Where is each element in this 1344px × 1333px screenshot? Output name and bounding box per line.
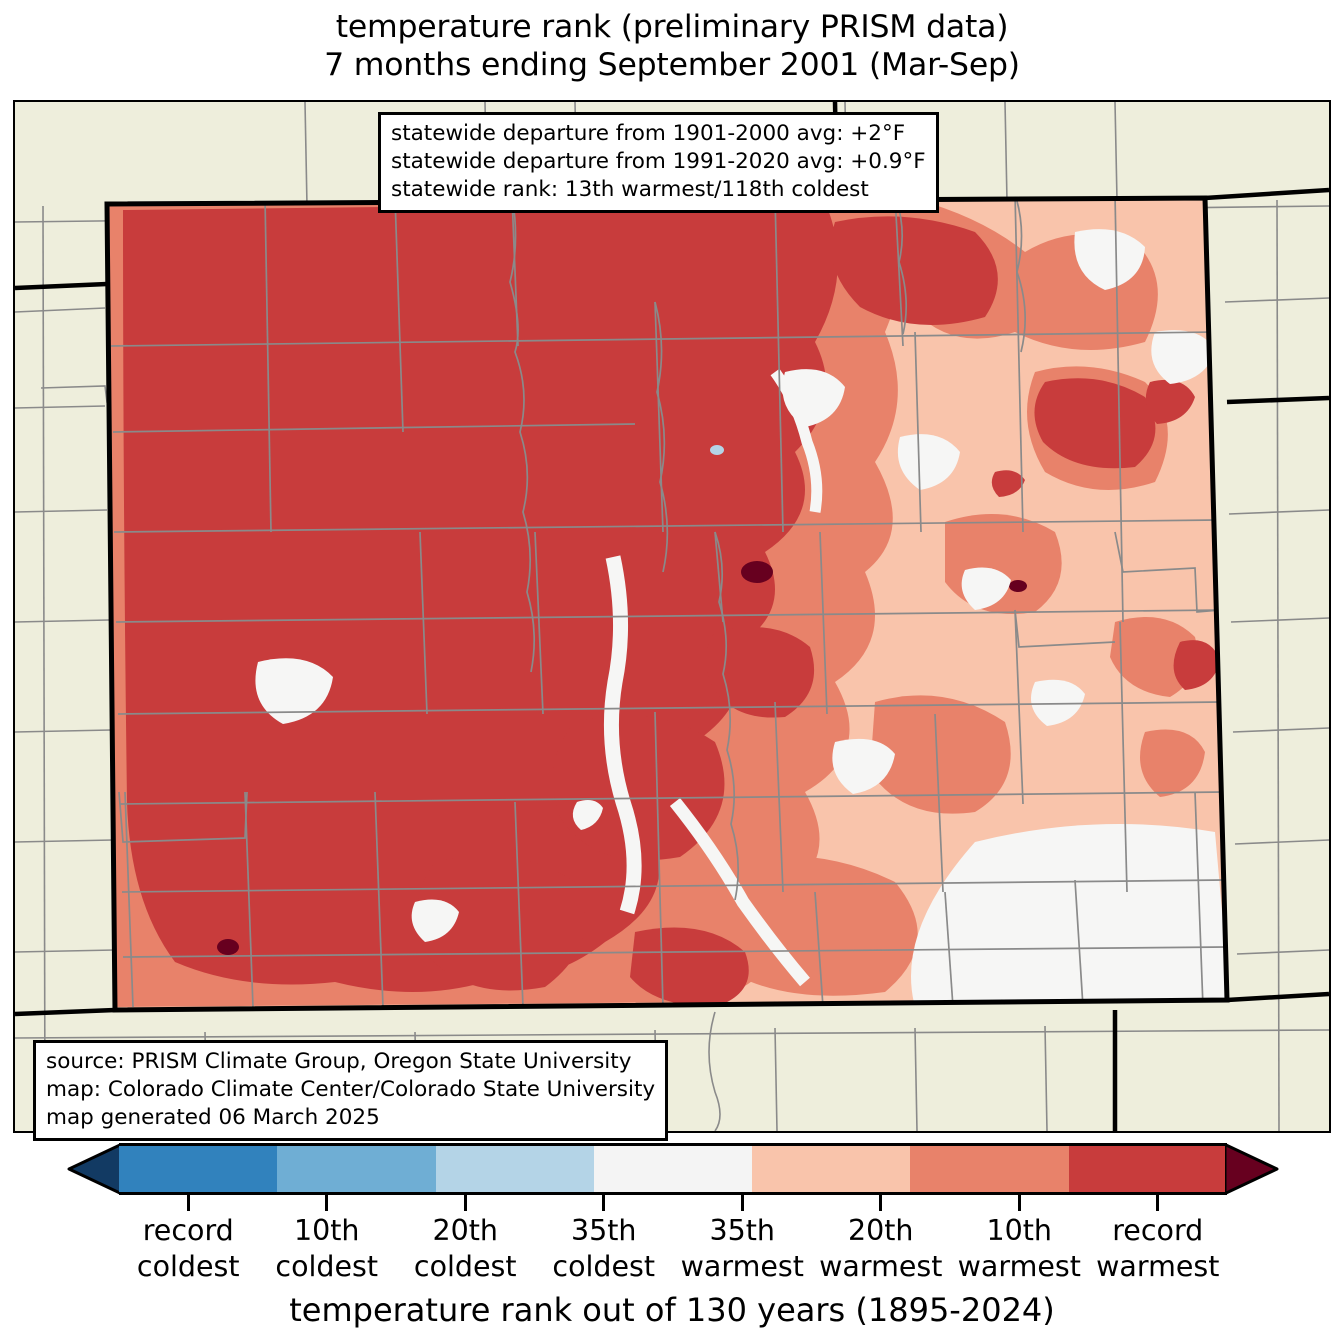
colorbar-cap-record-warmest — [1225, 1143, 1279, 1195]
contour-band-middle-patch-d — [1151, 330, 1215, 384]
temperature-rank-contours — [107, 198, 1227, 1010]
contour-band-35th-coldest-speck — [710, 445, 724, 455]
stats-line-2: statewide departure from 1991-2020 avg: … — [391, 148, 926, 174]
contour-band-10th-warmest-patch-g — [1173, 640, 1220, 690]
contour-band-middle-valley-c — [770, 368, 823, 513]
colorbar-label-35th-coldest: 35th coldest — [514, 1213, 694, 1286]
colorbar-graphic — [67, 1143, 1279, 1195]
colorbar-band-20th-to-35th-coldest — [435, 1146, 594, 1192]
colorbar-label-direction: coldest — [413, 1250, 517, 1284]
map-frame — [13, 100, 1331, 1133]
contour-band-record-warmest-b — [1009, 580, 1027, 592]
source-line-3: map generated 06 March 2025 — [46, 1104, 380, 1130]
contour-band-20th-warmest-patch-d — [697, 855, 918, 996]
colorbar-label-direction: warmest — [957, 1250, 1081, 1284]
colorbar-tick-0 — [186, 1195, 190, 1211]
colorbar-tick-1 — [325, 1195, 329, 1211]
source-line-1: source: PRISM Climate Group, Oregon Stat… — [46, 1049, 632, 1074]
colorbar-label-rank: 10th — [293, 1214, 360, 1247]
colorbar-bands — [119, 1143, 1227, 1195]
colorbar-tick-2 — [463, 1195, 467, 1211]
contour-band-20th-warmest-patch-f — [1140, 729, 1205, 797]
contour-band-10th-warmest-patch-c — [706, 627, 815, 718]
colorbar-label-direction: warmest — [680, 1250, 804, 1284]
source-credit-box: source: PRISM Climate Group, Oregon Stat… — [33, 1040, 669, 1141]
contour-band-record-warmest-a — [741, 561, 773, 583]
contour-band-20th-warmest-patch-b — [945, 514, 1062, 614]
contour-band-middle-patch-e — [961, 567, 1011, 610]
colorado-temperature-rank-map — [15, 102, 1329, 1131]
colorbar-band-20th-to-10th-warmest — [910, 1146, 1069, 1192]
colorbar-label-record-coldest: record coldest — [98, 1213, 278, 1286]
colorbar-label-direction: warmest — [819, 1250, 943, 1284]
colorado-county-lines — [110, 198, 1227, 1008]
contour-band-10th-warmest-patch-d — [552, 715, 725, 861]
colorbar-tick-labels: record coldest 10th coldest 20th coldest 35th c… — [0, 1213, 1344, 1289]
colorbar-tick-4 — [740, 1195, 744, 1211]
contour-band-10th-warmest-patch-h — [1145, 379, 1195, 424]
contour-band-record-warmest-c — [217, 939, 239, 955]
colorbar-caption: temperature rank out of 130 years (1895-… — [289, 1291, 1055, 1329]
contour-band-middle-valley-a — [603, 555, 642, 915]
colorbar-band-10th-warmest-to-record — [1068, 1146, 1227, 1192]
contour-band-middle-patch-h — [255, 658, 333, 724]
colorbar-label-20th-warmest: 20th warmest — [791, 1213, 971, 1286]
colorbar-label-rank: record — [142, 1214, 234, 1247]
colorbar-cap-record-coldest — [67, 1143, 121, 1195]
colorbar-label-direction: warmest — [1096, 1250, 1220, 1284]
colorbar-label-10th-warmest: 10th warmest — [929, 1213, 1109, 1286]
page-title: temperature rank (preliminary PRISM data… — [0, 8, 1344, 85]
stats-line-3: statewide rank: 13th warmest/118th colde… — [391, 176, 869, 202]
title-line-1: temperature rank (preliminary PRISM data… — [335, 9, 1009, 45]
statewide-stats-box: statewide departure from 1901-2000 avg: … — [378, 112, 939, 213]
contour-band-10th-warmest-patch-f — [630, 927, 749, 1007]
contour-band-20th-warmest-patch-c — [870, 695, 1011, 814]
title-line-2: 7 months ending September 2001 (Mar-Sep) — [324, 47, 1020, 84]
colorbar-band-record-to-10th-coldest — [119, 1146, 278, 1192]
colorbar-label-direction: coldest — [136, 1250, 240, 1284]
colorbar-tick-6 — [1017, 1195, 1021, 1211]
colorbar-band-35th-to-20th-warmest — [752, 1146, 911, 1192]
contour-band-middle-valley-b — [669, 797, 810, 987]
contour-band-middle-se — [911, 824, 1227, 1007]
colorbar-label-direction: coldest — [275, 1250, 379, 1284]
contour-band-middle-patch-a — [1074, 229, 1145, 290]
colorbar-label-direction: coldest — [552, 1250, 656, 1284]
colorbar-label-record-warmest: record warmest — [1068, 1213, 1248, 1286]
colorbar-label-rank: record — [1112, 1214, 1204, 1247]
contour-band-20th-warmest-patch-e — [1110, 617, 1198, 697]
stats-line-1: statewide departure from 1901-2000 avg: … — [391, 121, 906, 146]
contour-band-middle-patch-f — [832, 738, 895, 794]
contour-band-middle-patch-i — [411, 899, 459, 942]
colorbar-legend: record coldest 10th coldest 20th coldest 35th c… — [0, 1143, 1344, 1333]
colorbar-label-rank: 35th — [709, 1214, 775, 1247]
colorbar-ticks — [119, 1195, 1227, 1211]
colorbar-band-10th-to-20th-coldest — [277, 1146, 436, 1192]
colorbar-label-35th-warmest: 35th warmest — [652, 1213, 832, 1286]
contour-band-10th-warmest-patch-b — [1034, 378, 1156, 469]
colorbar-band-35th-coldest-to-35th-warmest — [593, 1146, 753, 1192]
colorbar-label-10th-coldest: 10th coldest — [237, 1213, 417, 1286]
source-line-2: map: Colorado Climate Center/Colorado St… — [46, 1076, 656, 1102]
colorbar-label-rank: 20th — [847, 1214, 914, 1247]
colorbar-tick-3 — [602, 1195, 606, 1211]
colorbar-tick-5 — [879, 1195, 883, 1211]
contour-band-10th-warmest-patch-a — [830, 216, 998, 325]
contour-band-middle-patch-j — [572, 800, 603, 830]
contour-band-middle-patch-g — [1031, 679, 1085, 726]
colorbar-label-rank: 35th — [570, 1214, 637, 1247]
colorbar-label-20th-coldest: 20th coldest — [375, 1213, 555, 1286]
contour-band-middle-patch-c — [897, 434, 960, 490]
colorbar-label-rank: 20th — [432, 1214, 498, 1247]
contour-band-10th-warmest-patch-i — [991, 470, 1025, 497]
colorbar-label-rank: 10th — [986, 1214, 1052, 1247]
colorbar-tick-7 — [1156, 1195, 1160, 1211]
